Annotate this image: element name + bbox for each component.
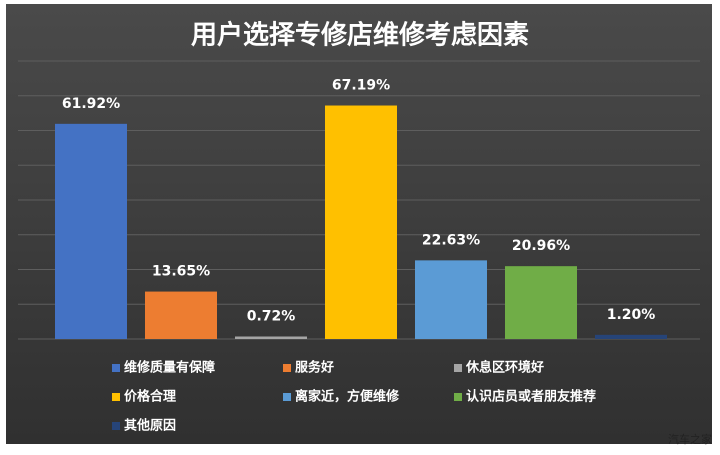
legend-swatch [454, 364, 462, 372]
legend-label: 其他原因 [124, 418, 176, 434]
value-label: 1.20% [607, 307, 656, 323]
bar [55, 123, 127, 339]
value-label: 22.63% [422, 232, 480, 248]
value-label: 61.92% [62, 96, 120, 112]
bar [325, 105, 397, 340]
bar [505, 266, 577, 339]
legend-label: 认识店员或者朋友推荐 [466, 389, 596, 405]
legend-label: 维修质量有保障 [124, 360, 215, 376]
value-label: 20.96% [512, 238, 570, 254]
value-label: 13.65% [152, 264, 210, 280]
legend-swatch [112, 364, 120, 372]
bar [145, 291, 217, 339]
legend-swatch [112, 422, 120, 430]
legend-swatch [283, 393, 291, 401]
bar [595, 334, 667, 339]
watermark: 汽车之家 [668, 432, 712, 446]
value-label: 0.72% [247, 308, 296, 324]
bar [235, 336, 307, 339]
legend-swatch [112, 393, 120, 401]
legend-label: 服务好 [295, 360, 334, 376]
legend-label: 休息区环境好 [465, 360, 544, 376]
legend-swatch [283, 364, 291, 372]
legend-swatch [454, 393, 462, 401]
legend-label: 离家近，方便维修 [295, 389, 400, 405]
chart-title: 用户选择专修店维修考虑因素 [191, 20, 529, 51]
legend-label: 价格合理 [124, 389, 176, 405]
value-label: 67.19% [332, 78, 390, 94]
bar [415, 260, 487, 339]
